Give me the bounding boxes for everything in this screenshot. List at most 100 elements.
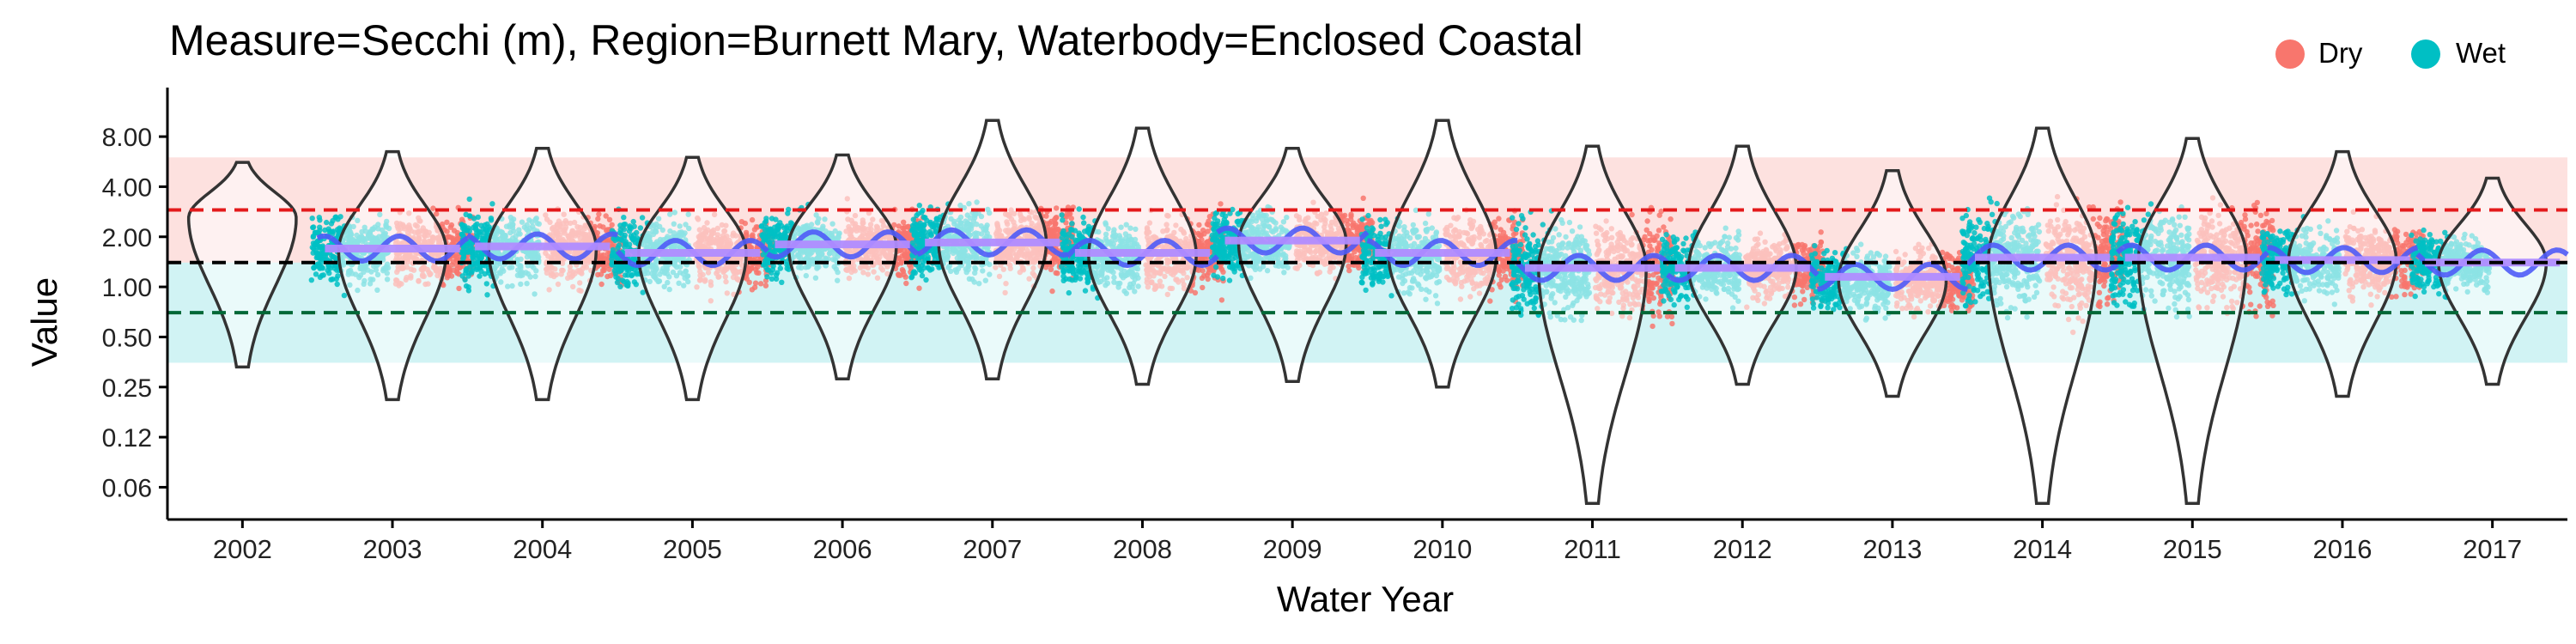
data-point [1082, 288, 1089, 294]
data-point [326, 228, 332, 234]
data-point [1077, 276, 1084, 282]
data-point [467, 213, 473, 219]
data-point [1072, 228, 1078, 234]
data-point [1061, 239, 1068, 245]
data-point [489, 201, 495, 207]
data-point [617, 283, 623, 289]
data-point [1205, 276, 1211, 283]
data-point [928, 232, 934, 239]
data-point [627, 223, 633, 229]
data-point [1076, 206, 1082, 212]
data-point [1218, 201, 1224, 207]
data-point [1066, 276, 1072, 283]
data-point [619, 277, 626, 283]
data-point [610, 250, 616, 256]
data-point [916, 203, 923, 209]
data-point [1048, 266, 1054, 272]
data-point [758, 223, 765, 229]
data-point [783, 225, 790, 231]
data-point [769, 266, 776, 273]
data-point [765, 234, 772, 240]
data-point [630, 218, 636, 225]
data-point [447, 224, 453, 230]
data-point [764, 274, 770, 280]
legend: Dry Wet [2275, 37, 2506, 69]
legend-wet-key [2411, 39, 2440, 69]
data-point [927, 267, 933, 273]
data-point [598, 255, 604, 261]
data-point [922, 215, 928, 221]
data-point [763, 216, 769, 222]
data-point [773, 216, 779, 222]
data-point [1205, 228, 1211, 234]
data-point [901, 271, 907, 277]
data-point [782, 234, 788, 240]
data-point [465, 249, 471, 255]
data-point [477, 264, 483, 270]
data-point [600, 224, 606, 230]
data-point [891, 222, 897, 228]
data-point [767, 241, 774, 247]
data-point [1052, 256, 1059, 262]
data-point [1052, 221, 1059, 227]
data-point [1066, 231, 1072, 237]
data-point [622, 222, 629, 228]
data-point [471, 224, 477, 231]
data-point [310, 224, 316, 231]
data-point [596, 211, 602, 217]
data-point [606, 216, 613, 222]
data-point [760, 262, 767, 268]
data-point [474, 233, 480, 239]
data-point [488, 217, 495, 223]
data-point [633, 282, 639, 288]
data-point [900, 231, 906, 237]
data-point [778, 232, 784, 238]
data-point [1196, 222, 1202, 228]
data-point [920, 207, 926, 214]
data-point [742, 220, 748, 227]
data-point [607, 272, 614, 279]
data-point [1200, 268, 1206, 274]
data-point [317, 217, 323, 223]
data-point [325, 264, 331, 270]
data-point [1046, 234, 1053, 240]
data-point [634, 271, 640, 277]
data-point [1053, 215, 1059, 221]
data-point [749, 216, 756, 223]
data-point [451, 237, 457, 244]
data-point [622, 244, 628, 250]
data-point [621, 215, 627, 221]
data-point [933, 249, 939, 255]
data-point [1060, 269, 1066, 275]
data-point [912, 229, 918, 236]
data-point [308, 277, 314, 283]
data-point [483, 226, 489, 233]
legend-wet-label: Wet [2456, 37, 2506, 69]
data-point [914, 212, 920, 219]
data-point [919, 272, 926, 279]
data-point [623, 239, 629, 245]
chart-title: Measure=Secchi (m), Region=Burnett Mary,… [169, 16, 1583, 64]
data-point [910, 216, 917, 222]
data-point [464, 265, 470, 272]
data-point [337, 214, 343, 220]
data-point [451, 228, 458, 234]
data-point [459, 231, 465, 238]
data-point [746, 268, 752, 274]
data-point [1060, 217, 1066, 223]
data-point [1074, 238, 1080, 244]
data-point [769, 236, 775, 243]
data-point [919, 243, 925, 249]
data-point [898, 260, 904, 266]
data-point [471, 264, 477, 270]
data-point [914, 222, 920, 228]
data-point [1069, 269, 1076, 275]
data-point [1049, 288, 1055, 295]
data-point [933, 216, 940, 222]
data-point [466, 196, 472, 203]
data-point [444, 219, 450, 225]
data-point [919, 268, 925, 274]
data-point [624, 278, 630, 285]
data-point [1084, 227, 1091, 233]
data-point [313, 254, 319, 261]
